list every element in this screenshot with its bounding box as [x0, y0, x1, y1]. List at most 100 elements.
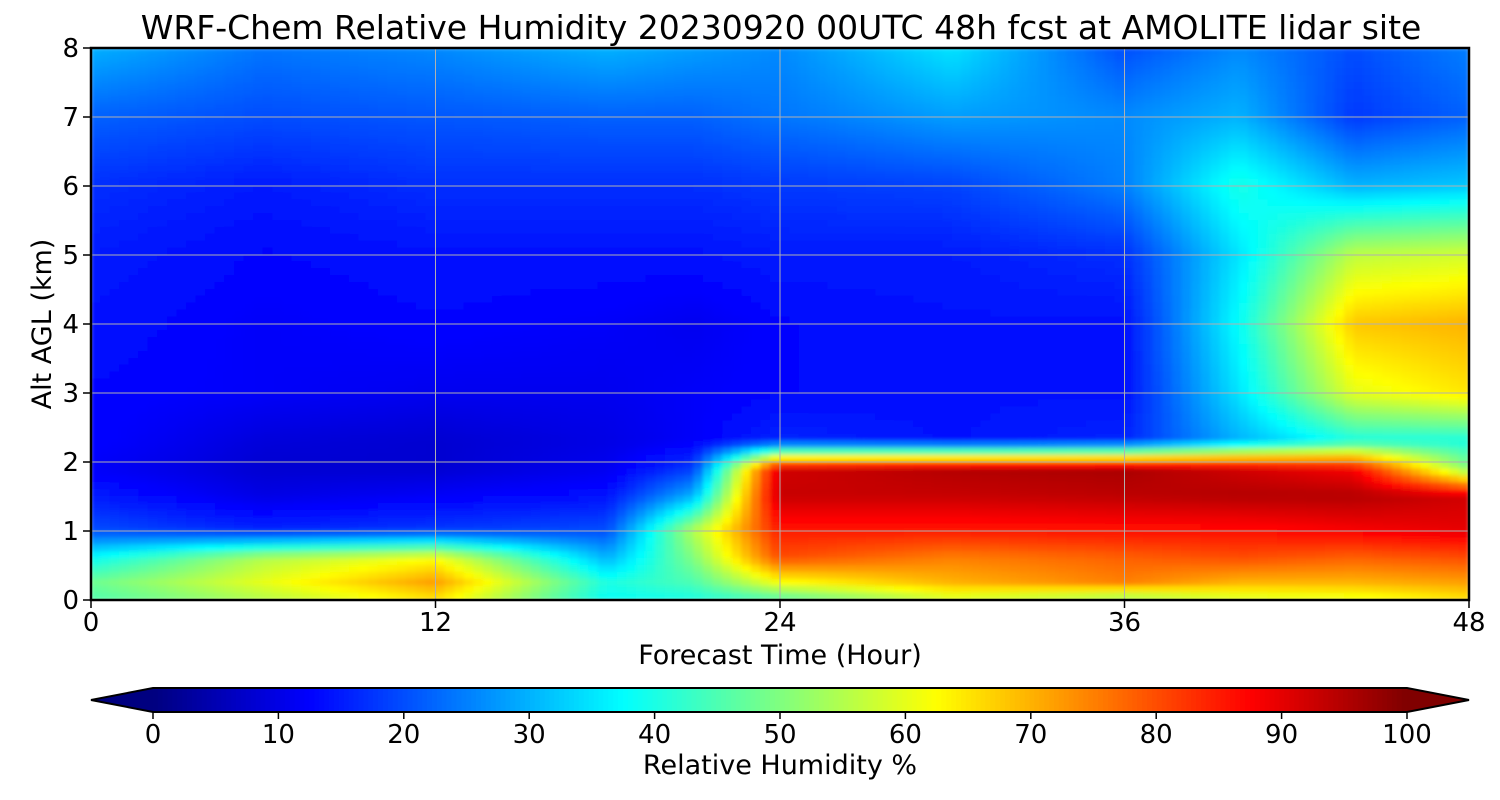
heatmap-cell [492, 48, 503, 56]
heatmap-cell [1382, 199, 1393, 208]
heatmap-cell [463, 261, 475, 270]
heatmap-cell [1449, 171, 1460, 180]
heatmap-cell [100, 254, 111, 263]
heatmap-cell [970, 275, 982, 284]
heatmap-cell [119, 48, 130, 56]
heatmap-cell [1143, 171, 1154, 180]
heatmap-cell [138, 171, 149, 180]
heatmap-cell [358, 95, 370, 104]
heatmap-cell [655, 123, 666, 132]
heatmap-cell [607, 171, 618, 180]
heatmap-cell [856, 220, 867, 228]
heatmap-cell [281, 88, 293, 97]
heatmap-cell [339, 213, 350, 221]
heatmap-cell [1382, 226, 1393, 235]
heatmap-cell [798, 240, 810, 249]
heatmap-cell [444, 109, 456, 118]
heatmap-cell [645, 206, 657, 215]
heatmap-cell [176, 144, 188, 152]
heatmap-cell [1382, 68, 1393, 77]
heatmap-cell [1095, 220, 1106, 228]
heatmap-cell [435, 213, 446, 221]
heatmap-cell [827, 48, 838, 56]
heatmap-cell [999, 261, 1011, 270]
heatmap-cell [425, 240, 436, 249]
heatmap-cell [712, 178, 724, 187]
heatmap-cell [1458, 226, 1469, 235]
heatmap-cell [511, 199, 523, 208]
heatmap-cell [607, 226, 618, 235]
heatmap-cell [884, 137, 896, 146]
heatmap-cell [147, 275, 159, 284]
heatmap-cell [588, 268, 599, 277]
heatmap-cell [272, 82, 283, 90]
heatmap-cell [1238, 268, 1250, 277]
heatmap-cell [195, 137, 207, 146]
heatmap-cell [884, 213, 896, 221]
heatmap-cell [291, 220, 303, 228]
heatmap-cell [224, 144, 236, 152]
heatmap-cell [1248, 75, 1259, 83]
heatmap-cell [1315, 144, 1326, 152]
heatmap-cell [214, 275, 226, 284]
heatmap-cell [1133, 68, 1145, 77]
heatmap-cell [674, 185, 685, 194]
heatmap-cell [664, 88, 676, 97]
heatmap-cell [731, 102, 743, 111]
heatmap-cell [693, 261, 704, 270]
heatmap-cell [540, 206, 551, 215]
heatmap-cell [645, 268, 657, 277]
heatmap-cell [482, 206, 494, 215]
heatmap-cell [1133, 220, 1145, 228]
heatmap-cell [588, 171, 599, 180]
heatmap-cell [1047, 226, 1059, 235]
heatmap-cell [377, 254, 389, 263]
heatmap-cell [616, 254, 628, 263]
heatmap-cell [1277, 268, 1288, 277]
heatmap-cell [157, 130, 169, 139]
heatmap-cell [310, 82, 322, 90]
heatmap-cell [100, 240, 111, 249]
heatmap-cell [683, 88, 695, 97]
heatmap-cell [1104, 61, 1116, 70]
heatmap-cell [798, 102, 810, 111]
heatmap-cell [1382, 116, 1393, 125]
heatmap-cell [157, 254, 169, 263]
heatmap-cell [568, 95, 580, 104]
heatmap-cell [234, 226, 245, 235]
heatmap-cell [559, 61, 570, 70]
heatmap-cell [320, 192, 331, 201]
heatmap-cell [262, 275, 274, 284]
heatmap-cell [358, 54, 370, 63]
heatmap-cell [501, 61, 513, 70]
heatmap-cell [501, 116, 513, 125]
heatmap-cell [167, 220, 178, 228]
heatmap-cell [1009, 61, 1020, 70]
heatmap-cell [865, 130, 877, 139]
heatmap-cell [1143, 185, 1154, 194]
heatmap-cell [320, 247, 331, 256]
heatmap-cell [674, 282, 685, 290]
heatmap-cell [549, 157, 561, 166]
heatmap-cell [683, 157, 695, 166]
heatmap-cell [1095, 164, 1106, 173]
heatmap-cell [147, 54, 159, 63]
heatmap-cell [1085, 247, 1097, 256]
heatmap-cell [224, 171, 236, 180]
heatmap-cell [1181, 247, 1192, 256]
heatmap-cell [674, 206, 685, 215]
heatmap-cell [970, 268, 982, 277]
heatmap-cell [769, 54, 781, 63]
heatmap-cell [1344, 109, 1355, 118]
heatmap-cell [1372, 116, 1384, 125]
heatmap-cell [789, 282, 800, 290]
heatmap-cell [339, 199, 350, 208]
heatmap-cell [1162, 254, 1173, 263]
heatmap-cell [176, 123, 188, 132]
heatmap-cell [999, 130, 1011, 139]
heatmap-cell [482, 192, 494, 201]
heatmap-cell [1009, 130, 1020, 139]
heatmap-cell [1076, 95, 1087, 104]
heatmap-cell [1028, 61, 1039, 70]
heatmap-cell [827, 171, 838, 180]
